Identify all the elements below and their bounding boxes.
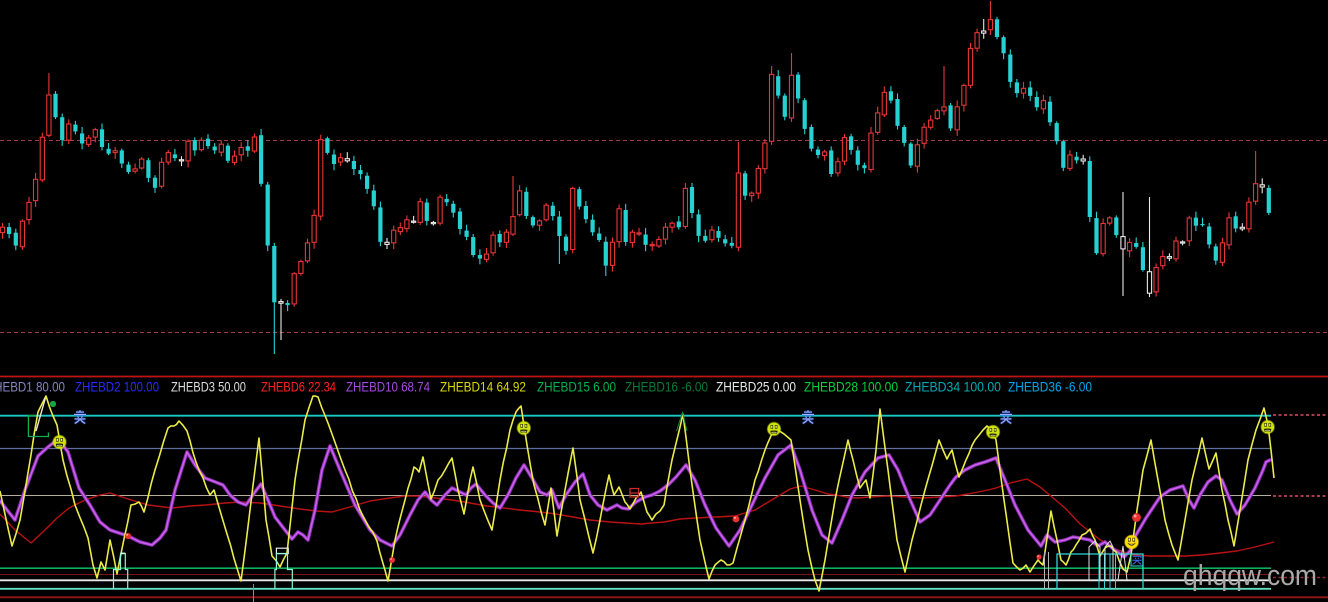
svg-text:ZHEBD2 100.00: ZHEBD2 100.00 (75, 380, 159, 395)
svg-text:ZHEBD15 6.00: ZHEBD15 6.00 (537, 380, 616, 395)
svg-text:ZHEBD28 100.00: ZHEBD28 100.00 (804, 380, 898, 395)
svg-text:ZHEBD6 22.34: ZHEBD6 22.34 (261, 380, 336, 395)
svg-text:qhqqw.com: qhqqw.com (1183, 560, 1317, 592)
svg-text:ZHEBD14 64.92: ZHEBD14 64.92 (440, 380, 526, 395)
svg-text:ZHEBD36 -6.00: ZHEBD36 -6.00 (1008, 380, 1092, 395)
svg-text:ZHEBD1 80.00: ZHEBD1 80.00 (0, 380, 65, 395)
svg-text:ZHEBD3 50.00: ZHEBD3 50.00 (171, 380, 246, 395)
svg-text:ZHEBD10 68.74: ZHEBD10 68.74 (346, 380, 430, 395)
svg-text:ZHEBD16 -6.00: ZHEBD16 -6.00 (625, 380, 708, 395)
svg-text:ZHEBD25 0.00: ZHEBD25 0.00 (716, 380, 796, 395)
svg-text:ZHEBD34 100.00: ZHEBD34 100.00 (905, 380, 1001, 395)
